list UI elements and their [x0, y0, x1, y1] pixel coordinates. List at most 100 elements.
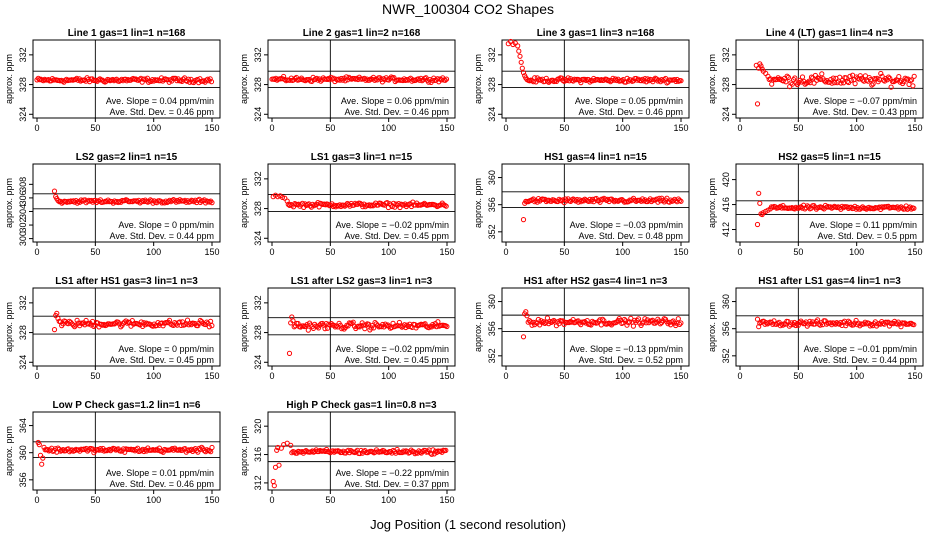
- x-tick-label: 0: [737, 371, 742, 381]
- data-point: [385, 322, 391, 328]
- avg-slope-label: Ave. Slope = 0.05 ppm/min: [575, 96, 683, 106]
- data-point: [516, 48, 522, 54]
- data-point: [638, 78, 644, 84]
- data-point: [656, 195, 662, 201]
- data-point: [529, 322, 535, 328]
- x-tick-label: 100: [849, 371, 864, 381]
- y-tick-label: 360: [721, 294, 731, 309]
- chart-panel-5: LS2 gas=2 lin=1 n=150 50 100 15030030230430…: [4, 152, 221, 257]
- y-tick-label: 328: [721, 77, 731, 92]
- data-point: [886, 323, 893, 329]
- data-point: [520, 70, 527, 76]
- avg-std-dev-label: Ave. Std. Dev. = 0.45 ppm: [345, 355, 449, 365]
- y-tick-label: 304: [18, 204, 28, 219]
- avg-slope-label: Ave. Slope = −0.01 ppm/min: [804, 344, 917, 354]
- x-tick-label: 0: [269, 495, 274, 505]
- y-tick-label: 328: [487, 77, 497, 92]
- data-point: [51, 327, 58, 333]
- plot-frame: [32, 287, 221, 367]
- data-point: [678, 78, 684, 84]
- data-point: [754, 221, 761, 228]
- data-point: [837, 74, 843, 80]
- data-point: [197, 317, 203, 324]
- x-tick-label: 0: [34, 371, 39, 381]
- plot-frame: [735, 287, 924, 367]
- data-point: [435, 319, 441, 325]
- data-point: [783, 79, 789, 85]
- x-tick-label: 150: [439, 495, 454, 505]
- data-point: [55, 315, 61, 322]
- data-point: [544, 315, 551, 321]
- data-point: [173, 321, 179, 327]
- data-point: [519, 65, 525, 71]
- data-point: [604, 76, 610, 83]
- data-point: [517, 53, 523, 59]
- data-point: [146, 198, 152, 204]
- data-point: [805, 79, 811, 86]
- data-point: [349, 320, 355, 327]
- data-point: [422, 321, 428, 327]
- data-point: [443, 76, 450, 82]
- plot-frame: [267, 411, 456, 491]
- data-point: [363, 322, 369, 328]
- data-point: [275, 194, 281, 200]
- avg-slope-label: Ave. Slope = −0.02 ppm/min: [336, 344, 449, 354]
- x-tick-label: 100: [146, 247, 161, 257]
- y-tick-label: 300: [18, 231, 28, 246]
- panel-title: Line 2 gas=1 lin=2 n=168: [303, 28, 421, 39]
- x-tick-label: 100: [849, 247, 864, 257]
- data-point: [602, 196, 608, 202]
- data-point: [40, 455, 46, 461]
- y-tick-label: 324: [253, 231, 263, 246]
- data-point: [868, 321, 875, 328]
- data-point: [318, 78, 324, 84]
- y-tick-label: 364: [18, 418, 28, 433]
- data-point: [442, 77, 448, 83]
- data-point: [83, 317, 89, 324]
- data-point: [55, 445, 61, 451]
- x-tick-label: 150: [673, 123, 688, 133]
- data-point: [798, 79, 804, 85]
- x-tick-label: 100: [615, 123, 630, 133]
- x-tick-label: 0: [269, 247, 274, 257]
- x-tick-label: 0: [503, 371, 508, 381]
- x-tick-label: 0: [34, 247, 39, 257]
- avg-std-dev-label: Ave. Std. Dev. = 0.5 ppm: [818, 231, 917, 241]
- data-point: [37, 452, 44, 458]
- data-point: [784, 73, 790, 79]
- data-point: [650, 317, 656, 323]
- data-point: [624, 322, 630, 328]
- data-point: [643, 79, 649, 85]
- data-point: [55, 197, 61, 204]
- data-point: [333, 204, 339, 210]
- data-point: [191, 447, 197, 453]
- y-tick-label: 328: [253, 77, 263, 92]
- data-point: [291, 324, 297, 330]
- data-point: [443, 203, 449, 209]
- data-point: [757, 200, 763, 206]
- data-point: [892, 78, 898, 84]
- data-point: [275, 444, 281, 451]
- data-point: [274, 447, 280, 453]
- data-point: [68, 319, 74, 325]
- data-point: [207, 76, 213, 82]
- x-tick-label: 50: [793, 123, 803, 133]
- x-tick-label: 100: [381, 247, 396, 257]
- data-point: [278, 445, 284, 451]
- x-tick-label: 50: [90, 123, 100, 133]
- x-tick-label: 150: [673, 247, 688, 257]
- data-point: [284, 198, 290, 204]
- plot-frame: [501, 39, 690, 119]
- data-point: [520, 217, 527, 223]
- data-point: [754, 316, 761, 322]
- y-tick-label: 324: [18, 355, 28, 370]
- plot-frame: [32, 411, 221, 491]
- panel-title: LS1 after HS1 gas=3 lin=1 n=3: [55, 276, 198, 287]
- avg-std-dev-label: Ave. Std. Dev. = 0.45 ppm: [345, 231, 449, 241]
- data-point: [384, 200, 390, 206]
- x-tick-label: 50: [90, 247, 100, 257]
- y-axis-label: approx. ppm: [707, 54, 717, 104]
- data-point: [308, 204, 314, 210]
- y-tick-label: 356: [487, 197, 497, 212]
